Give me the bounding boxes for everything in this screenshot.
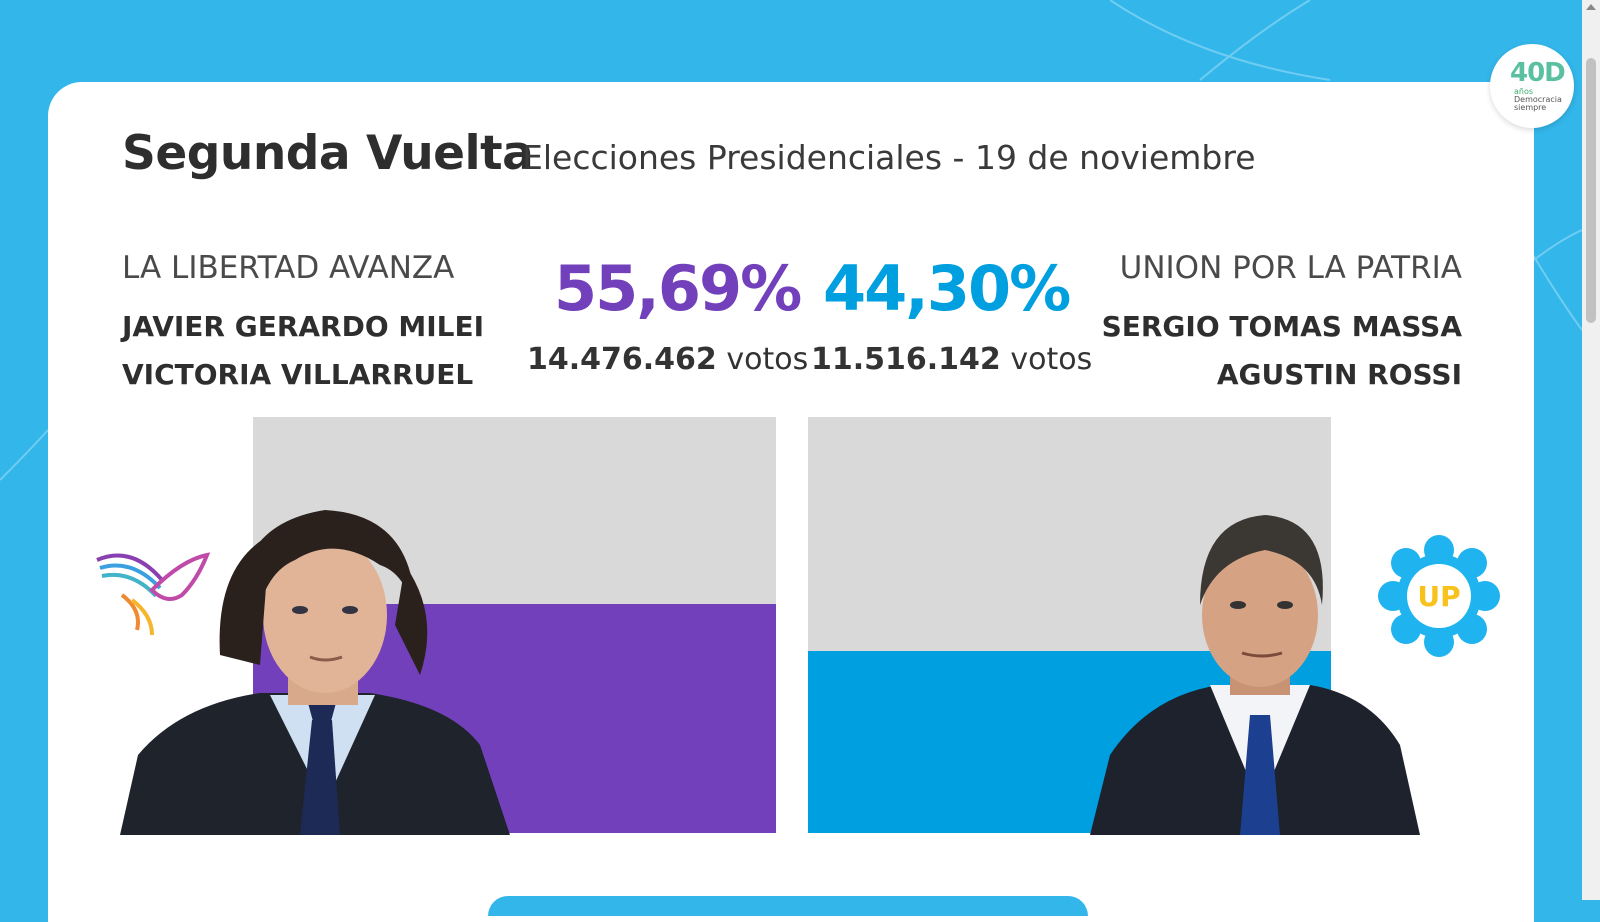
vice-name-right: AGUSTIN ROSSI	[1216, 358, 1462, 391]
background-decoration	[0, 0, 1583, 481]
badge-text: años Democracia siempre	[1514, 87, 1562, 112]
president-name-right: SERGIO TOMAS MASSA	[1101, 310, 1462, 343]
vice-name-left: VICTORIA VILLARRUEL	[122, 358, 474, 391]
badge-number: 40D	[1510, 58, 1566, 88]
bird-logo-icon	[96, 552, 211, 636]
scrollbar-thumb[interactable]	[1586, 58, 1596, 323]
votes-left: 14.476.462 votos	[527, 342, 809, 377]
page-subtitle: Elecciones Presidenciales - 19 de noviem…	[522, 138, 1256, 177]
president-name-left: JAVIER GERARDO MILEI	[122, 310, 485, 343]
democracy-40-badge: 40D años Democracia siempre	[1490, 44, 1574, 128]
scroll-up-arrow-icon[interactable]	[1586, 4, 1596, 10]
party-name-left: LA LIBERTAD AVANZA	[122, 250, 455, 286]
percent-right: 44,30%	[823, 252, 1071, 325]
candidate-photo-right	[1090, 515, 1420, 835]
sun-up-logo-icon: UP	[1378, 535, 1500, 657]
percent-left: 55,69%	[554, 252, 802, 325]
up-logo-text: UP	[1417, 580, 1460, 613]
votes-right: 11.516.142 votos	[811, 342, 1093, 377]
page-title: Segunda Vuelta	[122, 126, 534, 181]
party-name-right: UNION POR LA PATRIA	[1119, 250, 1462, 286]
candidate-photo-left	[120, 510, 510, 835]
bottom-action-button[interactable]	[488, 896, 1088, 916]
